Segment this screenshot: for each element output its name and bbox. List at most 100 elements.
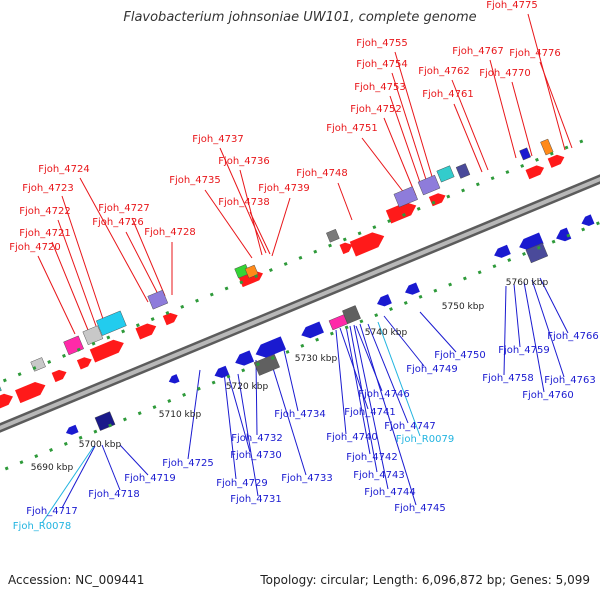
gene-label-reverse[interactable]: Fjoh_4745 [394, 503, 445, 514]
leader-line [57, 219, 97, 327]
gene-feature-31 [168, 374, 180, 384]
gene-labels[interactable]: 5690 kbp 5700 kbp 5710 kbp 5720 kbp 5730 kbp… [9, 0, 598, 532]
leader-line [355, 325, 383, 392]
bp-tick-label: 5710 kbp [159, 410, 202, 420]
leader-line [239, 169, 263, 256]
leader-line [527, 13, 566, 151]
gene-feature-5 [135, 323, 157, 340]
gene-feature-34 [253, 353, 280, 376]
gene-label-forward[interactable]: Fjoh_4737 [192, 134, 243, 145]
gene-feature-38 [342, 305, 361, 325]
leader-line [453, 103, 483, 173]
gene-label-forward[interactable]: Fjoh_4724 [38, 164, 89, 175]
gene-label-reverse[interactable]: Fjoh_4733 [281, 473, 332, 484]
leader-line [41, 445, 95, 524]
gene-label-reverse[interactable]: Fjoh_4742 [346, 452, 397, 463]
gene-feature-10 [82, 325, 104, 346]
gene-label-forward[interactable]: Fjoh_4721 [19, 228, 70, 239]
gene-label-forward[interactable]: Fjoh_4751 [326, 123, 377, 134]
gene-label-forward[interactable]: Fjoh_4720 [9, 242, 60, 253]
gene-label-reverse[interactable]: Fjoh_4730 [230, 450, 281, 461]
gene-label-forward[interactable]: Fjoh_4727 [98, 203, 149, 214]
gene-feature-25 [547, 154, 565, 168]
gene-feature-44 [556, 227, 572, 242]
gene-label-forward[interactable]: Fjoh_4761 [422, 89, 473, 100]
gene-label-rna[interactable]: Fjoh_R0079 [396, 434, 454, 445]
gene-feature-28 [326, 228, 340, 243]
leader-line [539, 277, 569, 334]
gene-label-reverse[interactable]: Fjoh_4740 [326, 432, 377, 443]
leader-line [204, 189, 253, 259]
gene-label-forward[interactable]: Fjoh_4722 [19, 206, 70, 217]
leader-line [539, 61, 573, 149]
leader-line [219, 147, 267, 254]
leader-line [361, 137, 409, 199]
gene-label-forward[interactable]: Fjoh_4762 [418, 66, 469, 77]
leader-line [531, 279, 565, 378]
gene-label-forward[interactable]: Fjoh_4775 [486, 0, 537, 11]
gene-label-reverse[interactable]: Fjoh_4746 [358, 389, 409, 400]
gene-label-forward[interactable]: Fjoh_4754 [356, 59, 407, 70]
gene-label-rna[interactable]: Fjoh_R0078 [13, 521, 71, 532]
leader-line [503, 285, 507, 376]
gene-feature-27 [540, 138, 554, 156]
gene-label-forward[interactable]: Fjoh_4728 [144, 227, 195, 238]
summary-text: Topology: circular; Length: 6,096,872 bp… [260, 573, 590, 587]
leader-line [61, 195, 105, 323]
leader-line [345, 325, 371, 455]
gene-label-reverse[interactable]: Fjoh_4750 [434, 350, 485, 361]
gene-label-reverse[interactable]: Fjoh_4760 [522, 390, 573, 401]
gene-label-reverse[interactable]: Fjoh_4734 [274, 409, 325, 420]
gene-label-forward[interactable]: Fjoh_4770 [479, 68, 530, 79]
gene-label-reverse[interactable]: Fjoh_4718 [88, 489, 139, 500]
bp-tick-label: 5690 kbp [31, 463, 74, 473]
bp-tick-label: 5750 kbp [442, 302, 485, 312]
gene-label-reverse[interactable]: Fjoh_4749 [406, 364, 457, 375]
gene-label-forward[interactable]: Fjoh_4767 [452, 46, 503, 57]
gene-feature-3 [76, 357, 92, 370]
gene-label-reverse[interactable]: Fjoh_4741 [344, 407, 395, 418]
gene-label-reverse[interactable]: Fjoh_4759 [498, 345, 549, 356]
gene-feature-1 [15, 381, 46, 404]
leader-line [391, 72, 431, 193]
gene-feature-23 [455, 163, 471, 179]
gene-label-forward[interactable]: Fjoh_4736 [218, 156, 269, 167]
bp-tick-label: 5730 kbp [295, 354, 338, 364]
gene-label-reverse[interactable]: Fjoh_4758 [482, 373, 533, 384]
gene-label-forward[interactable]: Fjoh_4753 [354, 82, 405, 93]
gene-label-forward[interactable]: Fjoh_4726 [92, 217, 143, 228]
leader-line [131, 217, 166, 297]
gene-label-reverse[interactable]: Fjoh_4719 [124, 473, 175, 484]
gene-label-reverse[interactable]: Fjoh_4743 [353, 470, 404, 481]
leader-line [187, 369, 201, 460]
gene-label-reverse[interactable]: Fjoh_4766 [547, 331, 598, 342]
gene-label-forward[interactable]: Fjoh_4752 [350, 104, 401, 115]
gene-label-reverse[interactable]: Fjoh_4744 [364, 487, 415, 498]
gene-feature-0 [0, 393, 13, 411]
gene-feature-45 [581, 214, 595, 226]
gene-label-forward[interactable]: Fjoh_4776 [509, 48, 560, 59]
gene-label-forward[interactable]: Fjoh_4739 [258, 183, 309, 194]
leader-line [271, 197, 291, 257]
leader-line [359, 323, 417, 506]
leader-line [267, 351, 307, 476]
gene-label-forward[interactable]: Fjoh_4723 [22, 183, 73, 194]
gene-label-forward[interactable]: Fjoh_4755 [356, 38, 407, 49]
gene-label-reverse[interactable]: Fjoh_4732 [231, 433, 282, 444]
gene-label-reverse[interactable]: Fjoh_4747 [384, 421, 435, 432]
gene-label-reverse[interactable]: Fjoh_4717 [26, 506, 77, 517]
gene-label-forward[interactable]: Fjoh_4735 [169, 175, 220, 186]
gene-label-reverse[interactable]: Fjoh_4731 [230, 494, 281, 505]
gene-feature-20 [393, 186, 418, 208]
gene-label-reverse[interactable]: Fjoh_4729 [216, 478, 267, 489]
gene-feature-2 [51, 369, 67, 383]
gene-feature-39 [377, 294, 392, 307]
gene-label-reverse[interactable]: Fjoh_4725 [162, 458, 213, 469]
gene-feature-35 [255, 336, 287, 358]
gene-feature-29 [94, 411, 116, 431]
gene-label-reverse[interactable]: Fjoh_4763 [544, 375, 595, 386]
gene-feature-36 [301, 321, 324, 339]
gene-label-forward[interactable]: Fjoh_4748 [296, 168, 347, 179]
gene-label-forward[interactable]: Fjoh_4738 [218, 197, 269, 208]
